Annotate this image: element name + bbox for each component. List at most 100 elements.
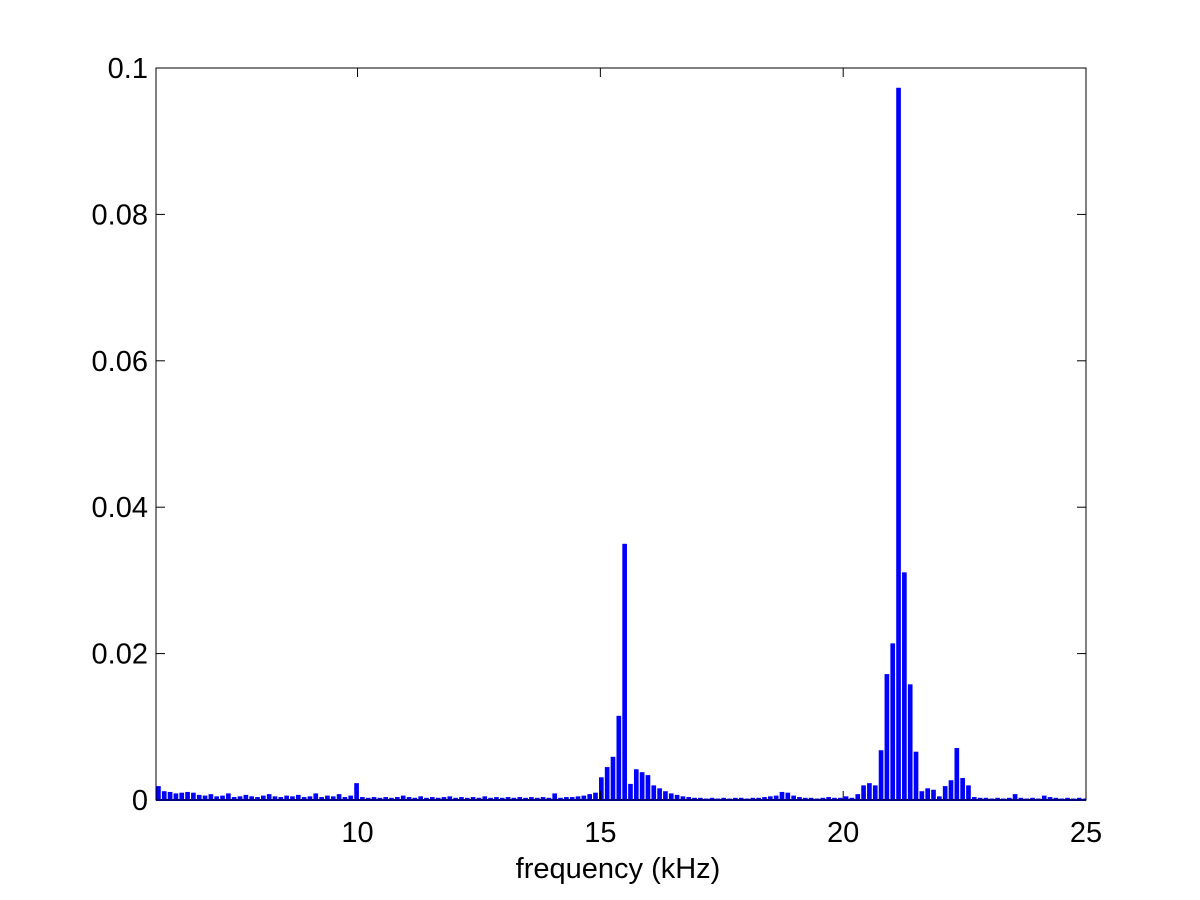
bar	[593, 792, 598, 800]
bar	[808, 797, 814, 800]
bar	[937, 796, 942, 800]
bar	[377, 797, 383, 800]
bar	[226, 793, 231, 800]
bar	[925, 788, 931, 800]
bar	[797, 797, 802, 800]
y-tick-label: 0.1	[108, 53, 148, 85]
x-tick-label: 10	[341, 817, 373, 849]
bar	[511, 797, 517, 800]
bar	[529, 797, 534, 800]
bar	[657, 788, 662, 800]
y-tick-label: 0	[132, 785, 148, 817]
bar	[645, 775, 651, 800]
bar	[161, 791, 167, 800]
bar	[295, 794, 301, 800]
bar	[680, 796, 686, 800]
bar	[1065, 797, 1070, 800]
bar	[599, 777, 604, 800]
bar	[931, 789, 936, 800]
bar	[791, 795, 796, 800]
bar	[884, 674, 890, 800]
bar	[995, 797, 1000, 800]
bar	[179, 792, 185, 800]
bar	[313, 793, 319, 800]
bar	[558, 797, 563, 800]
bar	[738, 797, 744, 800]
bar	[523, 797, 528, 800]
bar	[709, 797, 715, 800]
bar	[272, 796, 278, 800]
bar	[220, 795, 225, 800]
x-tick-label: 15	[584, 817, 616, 849]
bar	[482, 796, 488, 800]
bar	[616, 715, 622, 800]
ticks	[156, 67, 1087, 801]
y-tick-label: 0.02	[92, 639, 148, 671]
bar	[1053, 797, 1059, 800]
bar	[249, 796, 255, 800]
bar	[1018, 797, 1024, 800]
bar	[971, 797, 977, 800]
bar	[301, 797, 307, 800]
y-tick-label: 0.06	[92, 346, 148, 378]
bar	[785, 792, 791, 800]
bar	[861, 785, 866, 800]
bar	[581, 795, 587, 800]
bar	[435, 797, 441, 800]
bar	[837, 797, 843, 800]
bar	[196, 794, 202, 800]
bar	[639, 772, 645, 800]
bar	[1047, 797, 1053, 800]
bar	[470, 797, 476, 800]
bar	[546, 797, 552, 800]
bar	[202, 795, 208, 800]
bar	[424, 797, 429, 800]
bar	[389, 797, 394, 800]
bar	[260, 795, 266, 800]
bar	[668, 793, 674, 800]
bar	[826, 797, 831, 800]
bar	[1041, 795, 1047, 800]
x-axis-label: frequency (kHz)	[516, 853, 721, 885]
bar	[191, 792, 196, 800]
bar	[564, 797, 569, 800]
bar	[185, 791, 190, 800]
bar	[517, 797, 523, 800]
bar	[459, 797, 464, 800]
bar	[773, 795, 779, 800]
bar	[342, 797, 348, 800]
bar	[960, 778, 965, 800]
bar	[360, 797, 365, 800]
y-tick-labels: 0 0.02 0.04 0.06 0.08 0.1	[92, 53, 148, 817]
bar	[698, 797, 703, 800]
bar	[237, 796, 243, 800]
bar	[290, 796, 295, 800]
bar	[406, 797, 412, 800]
bar	[843, 796, 849, 800]
bar	[214, 796, 220, 800]
bar	[756, 797, 762, 800]
bar	[622, 543, 627, 800]
bar	[400, 795, 406, 800]
bar	[750, 797, 756, 800]
bar	[966, 785, 971, 800]
bar	[365, 797, 371, 800]
bar	[348, 795, 354, 800]
bar	[721, 797, 727, 800]
bar	[610, 756, 616, 800]
bar	[633, 769, 639, 800]
bar	[686, 797, 692, 800]
bar	[231, 797, 237, 800]
bar	[872, 785, 878, 800]
bar	[173, 793, 179, 800]
bar	[488, 797, 493, 800]
bar	[552, 793, 558, 800]
bar	[820, 797, 826, 800]
bar	[336, 794, 342, 800]
bar	[768, 796, 773, 800]
bar	[878, 750, 884, 800]
x-tick-labels: 10 15 20 25	[341, 817, 1102, 849]
plot-background	[156, 68, 1086, 800]
bar	[505, 797, 511, 800]
y-tick-label: 0.04	[92, 492, 148, 524]
